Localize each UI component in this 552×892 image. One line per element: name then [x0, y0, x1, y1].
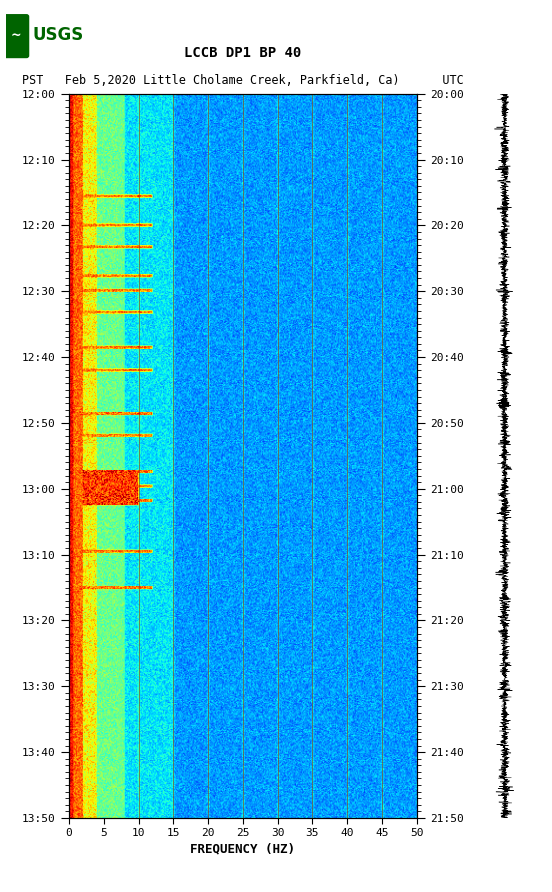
Text: ~: ~: [10, 29, 22, 42]
Text: LCCB DP1 BP 40: LCCB DP1 BP 40: [184, 45, 301, 60]
Text: USGS: USGS: [32, 26, 83, 44]
X-axis label: FREQUENCY (HZ): FREQUENCY (HZ): [190, 843, 295, 855]
Text: PST   Feb 5,2020 Little Cholame Creek, Parkfield, Ca)      UTC: PST Feb 5,2020 Little Cholame Creek, Par…: [22, 73, 464, 87]
FancyBboxPatch shape: [3, 14, 29, 58]
